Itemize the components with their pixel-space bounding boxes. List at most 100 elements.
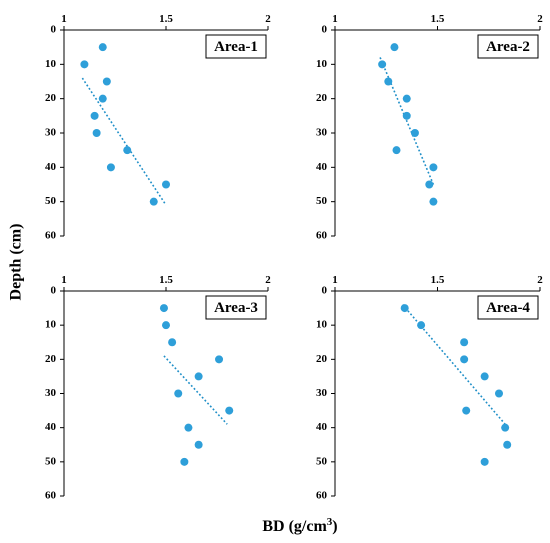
data-point: [495, 389, 503, 398]
y-tick-label: 50: [45, 195, 57, 207]
y-tick-label: 0: [51, 24, 57, 36]
y-axis-title: Depth (cm): [8, 224, 25, 301]
y-tick-label: 0: [322, 285, 328, 297]
y-tick-label: 40: [316, 421, 328, 433]
y-tick-label: 10: [316, 319, 328, 331]
y-tick-label: 10: [45, 58, 57, 70]
trendline: [402, 304, 506, 425]
area-label: Area-3: [214, 300, 258, 316]
data-point: [384, 77, 393, 86]
x-tick-label: 1.5: [159, 274, 173, 286]
data-point: [90, 111, 99, 120]
y-tick-label: 20: [45, 92, 57, 104]
y-tick-label: 40: [45, 421, 57, 433]
x-tick-label: 1: [332, 13, 338, 25]
data-point: [460, 338, 469, 347]
y-tick-label: 30: [316, 127, 328, 139]
x-tick-label: 2: [537, 13, 543, 25]
y-tick-label: 20: [316, 92, 328, 104]
x-axis-title: BD (g/cm3): [262, 516, 337, 535]
data-point: [429, 197, 438, 206]
data-point: [402, 94, 411, 103]
data-point: [417, 321, 426, 330]
data-point: [123, 146, 132, 155]
data-point: [215, 355, 224, 364]
area-label-box: [477, 295, 539, 320]
y-tick-label: 20: [316, 353, 328, 365]
data-point: [162, 180, 170, 189]
data-point: [392, 146, 401, 155]
data-point: [402, 111, 411, 120]
x-tick-label: 1.5: [431, 13, 445, 25]
data-point: [174, 389, 183, 398]
area-label-box: [205, 34, 267, 59]
x-tick-label: 1: [61, 13, 67, 25]
y-tick-label: 40: [45, 161, 57, 173]
x-tick-label: 2: [537, 274, 543, 286]
data-point: [106, 163, 115, 172]
data-point: [98, 94, 107, 103]
data-point: [184, 423, 193, 432]
x-tick-label: 1: [332, 274, 338, 286]
x-tick-label: 1: [61, 274, 67, 286]
area-label-box: [205, 295, 267, 320]
data-point: [425, 180, 434, 189]
data-point: [378, 60, 387, 69]
y-tick-label: 30: [316, 387, 328, 399]
y-tick-label: 60: [45, 230, 57, 242]
x-tick-label: 2: [265, 274, 271, 286]
data-point: [460, 355, 469, 364]
trendline: [163, 355, 228, 425]
x-axis-title-end: ): [332, 518, 337, 535]
area-label-box: [477, 34, 539, 59]
y-tick-label: 40: [316, 161, 328, 173]
y-tick-label: 10: [316, 58, 328, 70]
data-point: [92, 129, 101, 137]
y-tick-label: 30: [45, 387, 57, 399]
area-label: Area-2: [486, 39, 530, 55]
x-axis-title-superscript: 3: [327, 516, 333, 528]
data-point: [410, 129, 419, 137]
x-tick-label: 1.5: [431, 274, 445, 286]
trendline: [379, 57, 435, 185]
y-tick-label: 30: [45, 127, 57, 139]
data-point: [194, 440, 203, 449]
y-tick-label: 60: [316, 230, 328, 242]
data-point: [501, 423, 510, 432]
data-point: [429, 163, 438, 172]
data-point: [162, 321, 170, 330]
data-point: [98, 43, 107, 52]
data-point: [462, 406, 471, 415]
data-point: [390, 43, 399, 52]
data-point: [149, 197, 158, 206]
y-tick-label: 0: [51, 285, 57, 297]
y-tick-label: 60: [316, 490, 328, 502]
area-label: Area-1: [214, 39, 258, 55]
data-point: [480, 457, 489, 466]
y-tick-label: 20: [45, 353, 57, 365]
data-point: [400, 304, 409, 313]
data-point: [168, 338, 177, 347]
y-tick-label: 50: [316, 455, 328, 467]
area-label: Area-4: [486, 300, 530, 316]
y-tick-label: 60: [45, 490, 57, 502]
y-tick-label: 0: [322, 24, 328, 36]
x-tick-label: 2: [265, 13, 271, 25]
y-tick-label: 10: [45, 319, 57, 331]
data-point: [180, 457, 189, 466]
data-point: [225, 406, 234, 415]
data-point: [159, 304, 168, 313]
x-axis-title-main: BD (g/cm: [262, 518, 327, 535]
data-point: [480, 372, 489, 381]
y-tick-label: 50: [45, 455, 57, 467]
data-point: [194, 372, 203, 381]
data-point: [503, 440, 512, 449]
data-point: [102, 77, 111, 86]
trendline: [81, 77, 167, 206]
y-tick-label: 50: [316, 195, 328, 207]
